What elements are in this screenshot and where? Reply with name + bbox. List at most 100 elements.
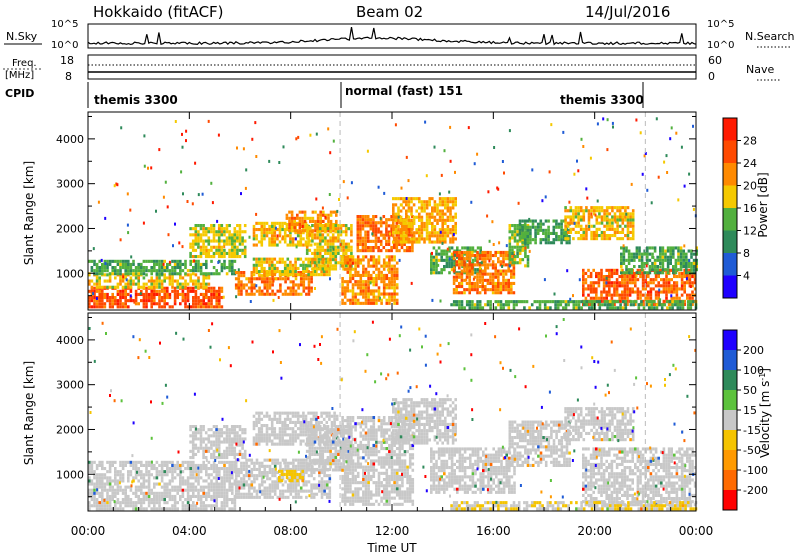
cell-6 — [278, 231, 282, 235]
cell-1 — [176, 282, 179, 286]
cell-1 — [220, 431, 224, 435]
cell-0 — [93, 289, 96, 293]
cell-17 — [693, 275, 697, 279]
cell-18 — [669, 258, 672, 262]
sparse-echo — [182, 192, 184, 196]
cell-0 — [153, 494, 156, 498]
cell-16 — [569, 230, 573, 234]
cell-11 — [441, 203, 444, 207]
cell-11 — [392, 225, 395, 229]
cell-7 — [296, 216, 299, 220]
cell-11 — [438, 218, 442, 222]
cell-0 — [197, 305, 200, 309]
cell-0 — [192, 507, 195, 511]
cell-3 — [236, 230, 239, 234]
cell-6 — [252, 228, 256, 232]
cell-9 — [390, 283, 394, 287]
cell-11 — [425, 200, 429, 204]
cell-4 — [240, 286, 243, 290]
cell-17 — [680, 278, 684, 282]
cell-19 — [653, 300, 656, 304]
cell-8 — [326, 258, 330, 262]
cell-19 — [666, 300, 669, 304]
cell-1 — [233, 437, 237, 441]
cell-1 — [150, 285, 153, 289]
cell-3 — [243, 255, 247, 259]
cell-3 — [194, 227, 198, 231]
cell-17 — [613, 290, 616, 294]
cell-9 — [377, 273, 381, 277]
cell-9 — [343, 301, 347, 305]
cell-1 — [197, 446, 200, 450]
cell-9 — [372, 301, 376, 305]
cell-9 — [377, 255, 381, 259]
cell-17 — [654, 284, 658, 288]
cell-0 — [147, 494, 151, 498]
cell-10 — [374, 221, 378, 225]
sparse-echo — [569, 297, 572, 301]
cell-19 — [621, 300, 625, 304]
cell-19 — [473, 303, 477, 307]
cell-1 — [184, 285, 187, 289]
cell-1 — [155, 279, 159, 283]
cell-19 — [549, 300, 552, 304]
cell-9 — [364, 292, 368, 296]
cell-17 — [675, 281, 679, 285]
cell-0 — [140, 463, 143, 467]
cell-14 — [513, 230, 517, 234]
cell-19 — [556, 306, 560, 310]
cell-5 — [294, 257, 297, 261]
cell-19 — [575, 303, 578, 307]
cell-17 — [665, 284, 668, 288]
cell-5 — [304, 257, 308, 261]
cell-15 — [534, 219, 537, 223]
cell-2 — [202, 272, 205, 276]
cell-1 — [189, 456, 192, 460]
cell-0 — [132, 501, 135, 505]
cell-4 — [234, 283, 238, 287]
cell-9 — [351, 295, 355, 299]
cell-17 — [683, 299, 686, 303]
cell-17 — [634, 278, 637, 282]
cell-17 — [667, 290, 671, 294]
cell-18 — [620, 255, 623, 259]
cell-1 — [163, 279, 166, 283]
cell-19 — [458, 300, 461, 304]
cell-0 — [184, 504, 187, 508]
cell-18 — [695, 265, 698, 269]
cell-17 — [595, 281, 598, 285]
cell-0 — [95, 504, 99, 508]
cell-0 — [137, 498, 140, 502]
sparse-echo — [242, 147, 245, 151]
cell-8 — [326, 267, 330, 271]
sparse-echo — [605, 281, 608, 285]
cell-0 — [192, 473, 195, 477]
cell-2 — [137, 262, 140, 266]
cell-16 — [624, 206, 627, 210]
cell-1 — [95, 282, 99, 286]
cell-0 — [88, 504, 91, 508]
cell-10 — [359, 227, 362, 231]
cell-2 — [166, 266, 169, 270]
cell-0 — [199, 470, 203, 474]
cell-0 — [101, 296, 104, 300]
cell-13 — [512, 269, 516, 273]
cell-3 — [215, 239, 218, 243]
cell-17 — [584, 278, 588, 282]
cell-0 — [171, 473, 174, 477]
cell-1 — [116, 285, 120, 289]
cell-11 — [405, 203, 408, 207]
cell-10 — [361, 239, 365, 243]
cell-16 — [605, 221, 609, 225]
cell-5 — [273, 257, 277, 261]
cell-18 — [646, 261, 649, 265]
sparse-echo — [400, 186, 403, 190]
sparse-echo — [472, 277, 475, 281]
cell-17 — [683, 284, 686, 288]
cell-19 — [681, 306, 685, 310]
cell-10 — [364, 246, 367, 250]
cell-17 — [600, 271, 603, 275]
cell-0 — [194, 467, 198, 471]
cell-11 — [449, 228, 452, 232]
cell-2 — [223, 259, 226, 263]
